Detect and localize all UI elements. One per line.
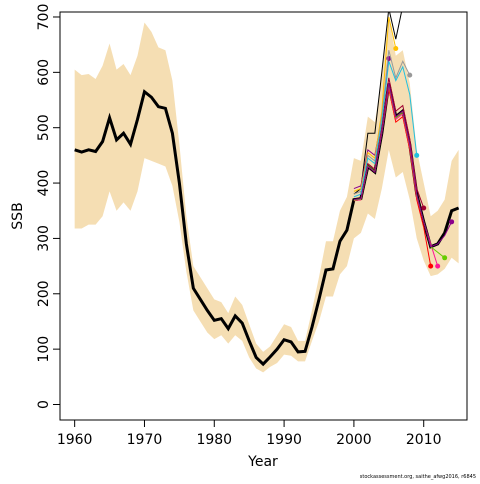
x-axis-label: Year [247, 454, 278, 470]
x-tick-label: 1970 [127, 432, 163, 448]
retro-endpoint [421, 205, 427, 211]
confidence-band [74, 16, 459, 373]
retro-line [353, 50, 411, 195]
retro-endpoint [435, 263, 441, 269]
retro-endpoint [414, 152, 420, 158]
retro-line [353, 83, 453, 248]
y-tick-label: 600 [36, 59, 52, 86]
x-tick-label: 1990 [266, 432, 302, 448]
y-tick-label: 300 [36, 225, 52, 252]
plot-area [74, 12, 460, 373]
y-tick-label: 100 [36, 336, 52, 363]
footnote: stockassessment.org, saithe_afwg2016, r6… [360, 474, 476, 480]
retro-endpoint [393, 46, 399, 52]
y-tick-label: 200 [36, 280, 52, 307]
x-tick-label: 1960 [57, 432, 93, 448]
retro-endpoint [449, 219, 455, 225]
y-tick-label: 0 [36, 400, 52, 409]
y-tick-label: 400 [36, 170, 52, 197]
x-tick-label: 1980 [196, 432, 232, 448]
x-tick-label: 2000 [336, 432, 372, 448]
retro-endpoint [428, 263, 434, 269]
retro-line [353, 61, 418, 198]
retro-endpoint [442, 255, 448, 261]
y-tick-label: 700 [36, 4, 52, 31]
plot-frame [59, 11, 468, 421]
retro-endpoint [407, 72, 413, 78]
y-tick-label: 500 [36, 114, 52, 141]
y-axis-label: SSB [10, 202, 26, 229]
retro-line [353, 12, 403, 195]
x-tick-label: 2010 [406, 432, 442, 448]
